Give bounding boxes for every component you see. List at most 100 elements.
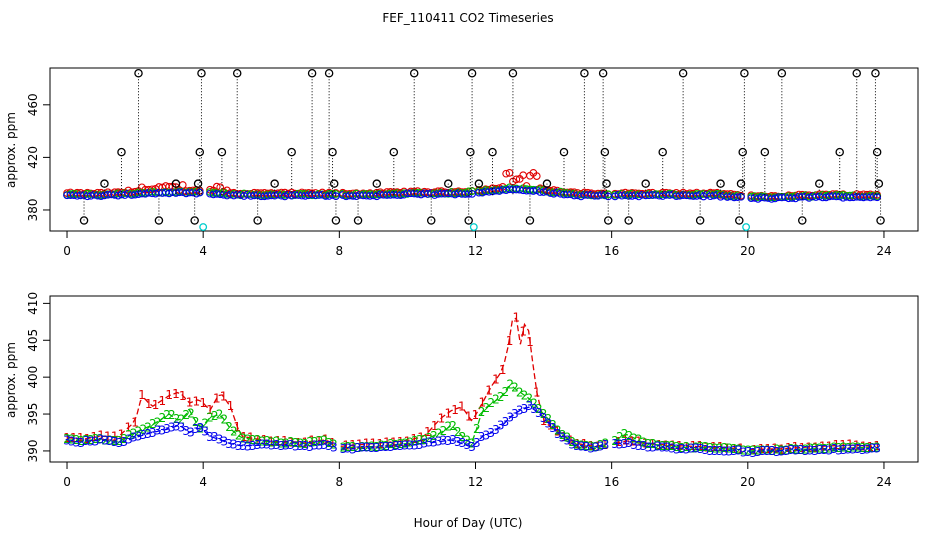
bottom-marker-series-3: 3: [587, 442, 595, 456]
bottom-marker-series-1: 1: [118, 428, 126, 442]
bottom-marker-series-3: 3: [611, 437, 619, 451]
bottom-marker-series-3: 3: [473, 436, 481, 450]
bottom-marker-series-1: 1: [690, 439, 698, 453]
top-raw-point: [270, 179, 279, 188]
bottom-marker-series-2: 2: [678, 441, 686, 455]
bottom-marker-series-1: 1: [798, 441, 806, 455]
bottom-marker-series-3: 3: [411, 438, 419, 452]
bottom-marker-series-3: 3: [506, 410, 514, 424]
bottom-marker-series-1: 1: [519, 325, 527, 339]
bottom-marker-series-3: 3: [502, 415, 510, 429]
top-flagged-point: [199, 223, 208, 232]
bottom-marker-series-3: 3: [702, 443, 710, 457]
bottom-marker-series-3: 3: [63, 434, 71, 448]
bottom-marker-series-1: 1: [322, 433, 330, 447]
bottom-marker-series-3: 3: [444, 434, 452, 448]
bottom-marker-series-3: 3: [240, 439, 248, 453]
bottom-marker-series-3: 3: [645, 440, 653, 454]
bottom-marker-series-1: 1: [553, 425, 561, 439]
bottom-marker-series-2: 2: [597, 438, 605, 452]
top-point-series-3: [195, 188, 204, 197]
bottom-marker-series-3: 3: [692, 442, 700, 456]
bottom-marker-series-1: 1: [199, 396, 207, 410]
bottom-marker-series-3: 3: [521, 402, 529, 416]
bottom-marker-series-1: 1: [254, 433, 262, 447]
bottom-marker-series-2: 2: [673, 440, 681, 454]
bottom-marker-series-2: 2: [263, 434, 271, 448]
bottom-marker-series-3: 3: [301, 439, 309, 453]
bottom-marker-series-3: 3: [368, 441, 376, 455]
top-raw-point: [100, 179, 109, 188]
bottom-marker-series-3: 3: [297, 439, 305, 453]
bottom-marker-series-3: 3: [92, 434, 100, 448]
bottom-marker-series-3: 3: [154, 424, 162, 438]
top-raw-point: [872, 147, 882, 157]
bottom-marker-series-1: 1: [676, 439, 684, 453]
bottom-marker-series-1: 1: [696, 439, 704, 453]
bottom-marker-series-1: 1: [165, 388, 173, 402]
top-point-series-3: [873, 193, 882, 202]
bottom-marker-series-2: 2: [873, 440, 881, 454]
bottom-marker-series-3: 3: [116, 436, 124, 450]
bottom-marker-series-1: 1: [771, 442, 779, 456]
bottom-marker-series-2: 2: [68, 432, 76, 446]
bottom-marker-series-2: 2: [535, 402, 543, 416]
bottom-marker-series-2: 2: [154, 415, 162, 429]
bottom-marker-series-3: 3: [864, 443, 872, 457]
bottom-line-series-1: [749, 444, 876, 451]
bottom-marker-series-1: 1: [247, 431, 255, 445]
bottom-marker-series-3: 3: [182, 424, 190, 438]
top-raw-point: [624, 216, 633, 225]
top-raw-point: [372, 179, 382, 188]
top-flagged-point: [742, 223, 751, 232]
bottom-marker-series-2: 2: [406, 436, 414, 450]
bottom-marker-series-2: 2: [321, 434, 329, 448]
bottom-marker-series-3: 3: [635, 439, 643, 453]
bottom-marker-series-2: 2: [602, 437, 610, 451]
bottom-x-tick-label: 24: [876, 475, 891, 489]
bottom-marker-series-2: 2: [716, 442, 724, 456]
bottom-marker-series-3: 3: [77, 436, 85, 450]
bottom-marker-series-2: 2: [730, 442, 738, 456]
bottom-marker-series-2: 2: [621, 427, 629, 441]
bottom-marker-series-3: 3: [797, 443, 805, 457]
bottom-marker-series-1: 1: [342, 439, 350, 453]
bottom-marker-series-3: 3: [683, 442, 691, 456]
top-raw-point: [331, 216, 341, 225]
bottom-marker-series-1: 1: [662, 439, 670, 453]
top-raw-point: [678, 69, 688, 78]
bottom-marker-series-3: 3: [492, 423, 500, 437]
top-raw-point: [409, 69, 419, 78]
bottom-marker-series-3: 3: [449, 433, 457, 447]
bottom-marker-series-1: 1: [649, 437, 657, 451]
bottom-marker-series-1: 1: [370, 437, 378, 451]
bottom-marker-series-2: 2: [764, 444, 772, 458]
bottom-x-tick-label: 12: [468, 475, 483, 489]
bottom-marker-series-1: 1: [417, 431, 425, 445]
bottom-marker-series-2: 2: [159, 411, 167, 425]
bottom-marker-series-1: 1: [778, 442, 786, 456]
bottom-marker-series-1: 1: [587, 439, 595, 453]
bottom-marker-series-2: 2: [707, 441, 715, 455]
bottom-marker-series-1: 1: [717, 440, 725, 454]
bottom-marker-series-2: 2: [192, 415, 200, 429]
bottom-marker-series-2: 2: [97, 432, 105, 446]
top-raw-point: [195, 147, 205, 157]
top-raw-point: [467, 69, 477, 78]
bottom-marker-series-3: 3: [678, 442, 686, 456]
bottom-marker-series-2: 2: [244, 433, 252, 447]
bottom-marker-series-3: 3: [311, 439, 319, 453]
bottom-marker-series-2: 2: [87, 433, 95, 447]
top-raw-point: [559, 147, 569, 157]
bottom-marker-series-2: 2: [540, 407, 548, 421]
bottom-marker-series-1: 1: [111, 430, 119, 444]
bottom-marker-series-1: 1: [628, 434, 636, 448]
top-raw-point: [117, 147, 126, 157]
bottom-marker-series-3: 3: [454, 435, 462, 449]
top-raw-point: [603, 216, 613, 225]
bottom-marker-series-3: 3: [392, 439, 400, 453]
bottom-marker-series-3: 3: [845, 442, 853, 456]
bottom-marker-series-2: 2: [273, 435, 281, 449]
